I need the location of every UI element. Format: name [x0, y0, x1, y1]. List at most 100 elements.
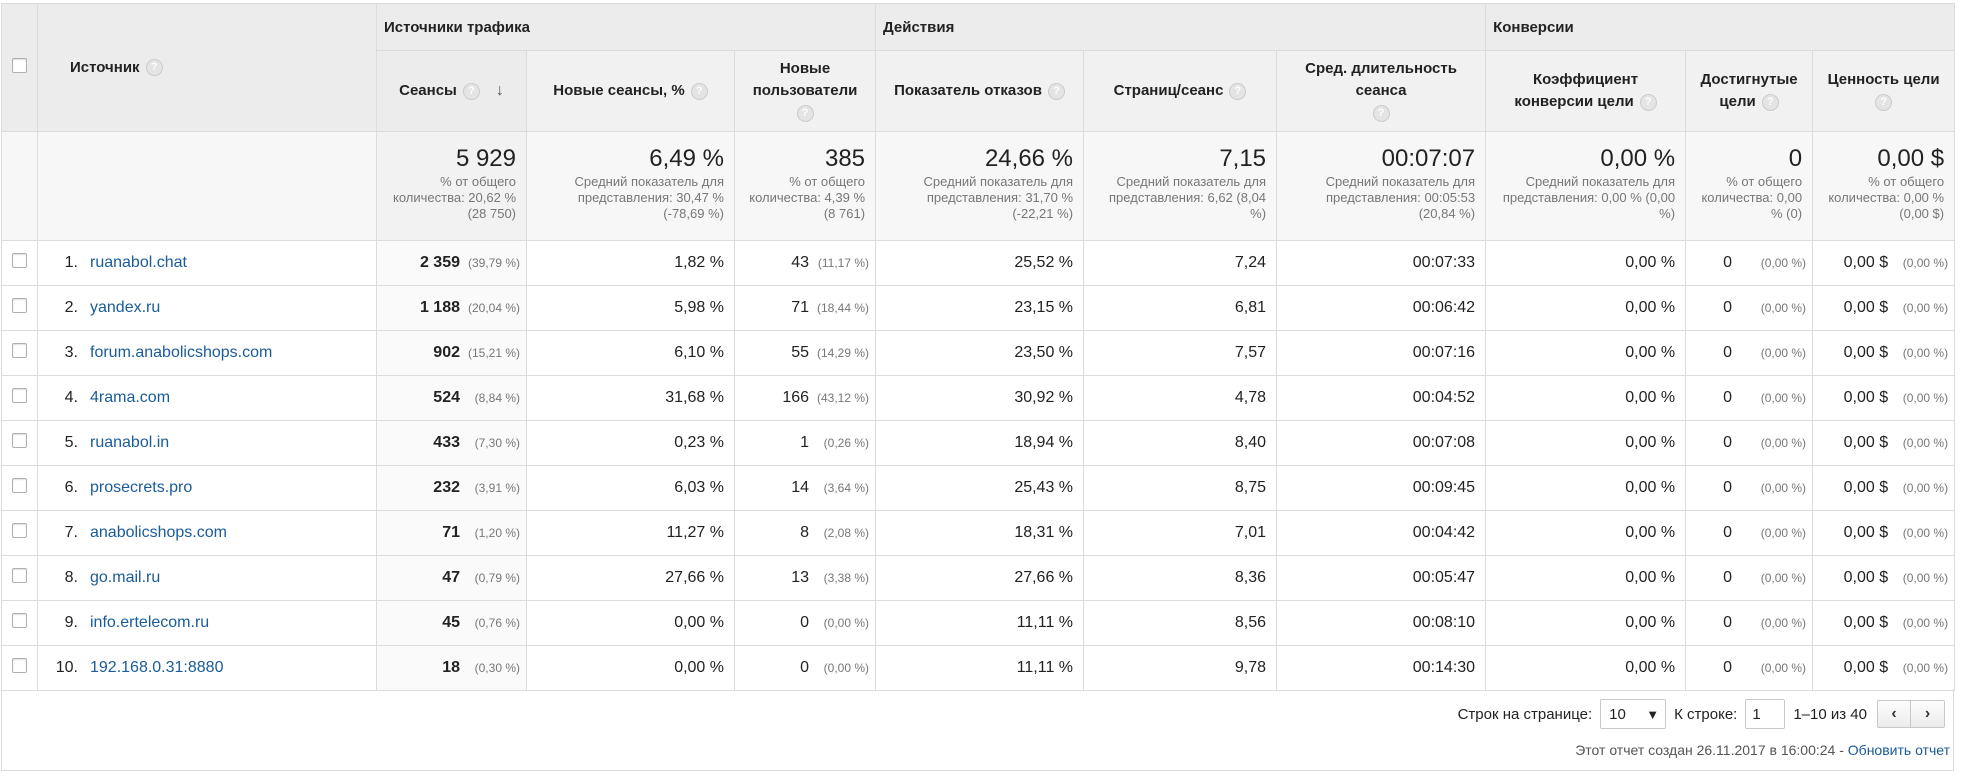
goals-percent: (0,00 %)	[1760, 481, 1807, 495]
goal-value-value: 0,00 $	[1843, 299, 1889, 316]
avg-duration-cell: 00:06:42	[1276, 285, 1487, 331]
avg-duration-cell: 00:05:47	[1276, 555, 1487, 601]
goals-percent: (0,00 %)	[1760, 391, 1807, 405]
next-page-button[interactable]: ›	[1911, 700, 1945, 728]
help-icon[interactable]: ?	[1047, 82, 1065, 100]
row-checkbox[interactable]	[12, 388, 27, 403]
row-number: 1.	[64, 254, 78, 271]
col-header-conversion-rate[interactable]: Коэффициент конверсии цели?	[1485, 50, 1687, 132]
goal-value-value: 0,00 $	[1843, 614, 1889, 631]
row-checkbox[interactable]	[12, 343, 27, 358]
total-new-users: 385% от общего количества: 4,39 % (8 761…	[733, 131, 877, 241]
new-users-value: 71	[791, 299, 810, 316]
help-icon[interactable]: ?	[1875, 93, 1893, 111]
goals-value: 0	[1723, 254, 1733, 271]
table-row: 6. prosecrets.pro 232 (3,91 %) 6,03 % 14 (3,64…	[1, 465, 1956, 511]
source-link[interactable]: info.ertelecom.ru	[90, 614, 210, 631]
row-checkbox[interactable]	[12, 658, 27, 673]
goals-value: 0	[1723, 569, 1733, 586]
sessions-percent: (0,30 %)	[474, 661, 520, 675]
help-icon[interactable]: ?	[1229, 82, 1247, 100]
help-icon[interactable]: ?	[462, 82, 480, 100]
rows-per-page-select[interactable]: 10 ▼	[1600, 699, 1667, 729]
pages-per-session-cell: 7,01	[1083, 510, 1278, 556]
col-header-bounce-rate[interactable]: Показатель отказов?	[875, 50, 1085, 132]
pages-per-session-cell: 7,24	[1083, 240, 1278, 286]
help-icon[interactable]: ?	[1761, 93, 1779, 111]
total-goal-completions: 0% от общего количества: 0,00 % (0)	[1685, 131, 1814, 241]
help-icon[interactable]: ?	[145, 59, 163, 77]
report-created-info: Этот отчет создан 26.11.2017 в 16:00:24 …	[1575, 742, 1950, 758]
sessions-percent: (20,04 %)	[467, 301, 520, 315]
source-link[interactable]: 4rama.com	[90, 389, 171, 406]
avg-duration-cell: 00:04:42	[1276, 510, 1487, 556]
pages-per-session-cell: 8,56	[1083, 600, 1278, 646]
col-header-avg-duration[interactable]: Сред. длительность сеанса?	[1276, 50, 1487, 132]
new-users-percent: (14,29 %)	[817, 346, 870, 360]
col-header-new-users[interactable]: Новые пользователи?	[733, 50, 877, 132]
source-cell: 6. prosecrets.pro	[37, 465, 377, 511]
report-created-text: Этот отчет создан 26.11.2017 в 16:00:24 …	[1575, 742, 1844, 758]
goto-row-input[interactable]: 1	[1745, 699, 1786, 729]
bounce-rate-cell: 11,11 %	[875, 645, 1085, 691]
row-number: 9.	[64, 614, 78, 631]
source-link[interactable]: prosecrets.pro	[90, 479, 193, 496]
goal-completions-cell: 0 (0,00 %)	[1685, 600, 1814, 646]
source-link[interactable]: anabolicshops.com	[90, 524, 227, 541]
dropdown-arrow-icon: ▼	[1646, 706, 1660, 722]
rows-per-page-value: 10	[1609, 705, 1626, 723]
sessions-value: 1 188	[419, 299, 460, 316]
col-header-goal-value[interactable]: Ценность цели?	[1812, 50, 1956, 132]
row-select-cell	[1, 285, 38, 331]
row-checkbox[interactable]	[12, 253, 27, 268]
row-select-cell	[1, 375, 38, 421]
col-header-new-sessions[interactable]: Новые сеансы, %?	[526, 50, 735, 132]
new-users-cell: 55 (14,29 %)	[733, 330, 877, 376]
row-number: 6.	[64, 479, 78, 496]
source-link[interactable]: yandex.ru	[90, 299, 161, 316]
help-icon[interactable]: ?	[1372, 104, 1390, 122]
total-value: 6,49 %	[649, 145, 724, 172]
select-all-cell	[1, 3, 38, 132]
row-checkbox[interactable]	[12, 613, 27, 628]
row-checkbox[interactable]	[12, 298, 27, 313]
row-checkbox[interactable]	[12, 568, 27, 583]
new-users-cell: 71 (18,44 %)	[733, 285, 877, 331]
row-checkbox[interactable]	[12, 433, 27, 448]
prev-page-button[interactable]: ‹	[1877, 700, 1911, 728]
source-column-header[interactable]: Источник?	[37, 3, 377, 132]
help-icon[interactable]: ?	[1639, 93, 1657, 111]
pagination: Строк на странице: 10 ▼ К строке: 1 1–10…	[1458, 698, 1953, 730]
total-value: 24,66 %	[984, 145, 1074, 172]
new-users-percent: (0,26 %)	[823, 436, 870, 450]
total-value: 00:07:07	[1381, 145, 1476, 172]
goal-value-value: 0,00 $	[1843, 479, 1889, 496]
new-users-value: 14	[791, 479, 810, 496]
new-users-percent: (2,08 %)	[823, 526, 870, 540]
sessions-cell: 2 359 (39,79 %)	[376, 240, 527, 286]
select-all-checkbox[interactable]	[12, 58, 27, 73]
refresh-report-link[interactable]: Обновить отчет	[1847, 742, 1950, 758]
col-header-sessions[interactable]: Сеансы? ↓	[376, 50, 527, 132]
source-link[interactable]: ruanabol.in	[90, 434, 170, 451]
pages-per-session-cell: 4,78	[1083, 375, 1278, 421]
help-icon[interactable]: ?	[796, 104, 814, 122]
row-checkbox[interactable]	[12, 523, 27, 538]
row-checkbox[interactable]	[12, 478, 27, 493]
col-label-goal-value: Ценность цели	[1827, 71, 1940, 88]
source-link[interactable]: 192.168.0.31:8880	[90, 659, 224, 676]
sort-desc-icon[interactable]: ↓	[495, 82, 504, 99]
goal-value-value: 0,00 $	[1843, 659, 1889, 676]
col-header-pages-per-session[interactable]: Страниц/сеанс?	[1083, 50, 1278, 132]
total-note: % от общего количества: 0,00 % (0,00 $)	[1828, 174, 1945, 221]
source-link[interactable]: ruanabol.chat	[90, 254, 187, 271]
row-select-cell	[1, 420, 38, 466]
goal-value-percent: (0,00 %)	[1902, 571, 1949, 585]
goal-completions-cell: 0 (0,00 %)	[1685, 510, 1814, 556]
source-link[interactable]: forum.anabolicshops.com	[90, 344, 273, 361]
source-link[interactable]: go.mail.ru	[90, 569, 161, 586]
col-header-goal-completions[interactable]: Достигнутые цели?	[1685, 50, 1814, 132]
goals-value: 0	[1723, 479, 1733, 496]
new-users-percent: (3,64 %)	[823, 481, 870, 495]
help-icon[interactable]: ?	[690, 82, 708, 100]
